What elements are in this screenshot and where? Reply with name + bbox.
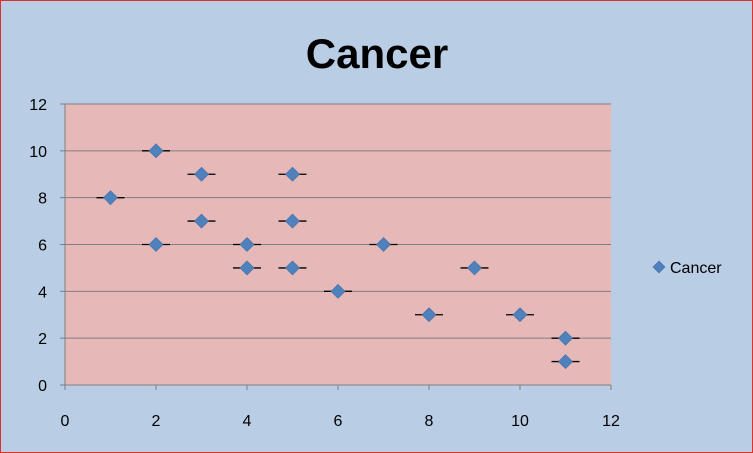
y-axis-ticks: 0 2 4 6 8 10 12 (29, 97, 65, 395)
x-tick-label-0: 0 (61, 413, 70, 430)
y-tick-label-10: 10 (29, 144, 47, 161)
y-tick-label-12: 12 (29, 97, 47, 114)
data-point (239, 260, 255, 276)
data-point (148, 143, 164, 159)
data-point (330, 283, 346, 299)
y-tick-label-6: 6 (38, 238, 47, 255)
x-tick-label-8: 8 (425, 413, 434, 430)
legend: Cancer (652, 260, 722, 277)
chart-title: Cancer (306, 30, 448, 77)
data-point (376, 237, 391, 252)
x-tick-label-2: 2 (152, 413, 161, 430)
data-point (103, 190, 118, 206)
legend-marker (652, 260, 666, 274)
data-point (421, 307, 437, 323)
x-tick-label-10: 10 (511, 413, 529, 430)
data-point (194, 166, 209, 182)
data-point (512, 307, 528, 323)
data-point (285, 260, 300, 276)
data-point (148, 237, 164, 252)
data-points (96, 143, 580, 370)
data-point (239, 237, 255, 252)
y-tick-label-0: 0 (38, 378, 47, 395)
data-point (285, 213, 300, 229)
data-point (194, 213, 209, 229)
y-tick-label-4: 4 (38, 284, 47, 301)
data-point (285, 166, 300, 182)
data-point (558, 330, 573, 346)
data-point (558, 354, 573, 370)
legend-label: Cancer (670, 260, 722, 277)
x-tick-label-12: 12 (602, 413, 620, 430)
x-tick-label-6: 6 (334, 413, 343, 430)
x-axis-ticks: 0 2 4 6 8 10 12 (61, 385, 620, 430)
x-tick-label-4: 4 (243, 413, 252, 430)
y-tick-label-2: 2 (38, 331, 47, 348)
data-point (467, 260, 482, 276)
y-tick-label-8: 8 (38, 191, 47, 208)
